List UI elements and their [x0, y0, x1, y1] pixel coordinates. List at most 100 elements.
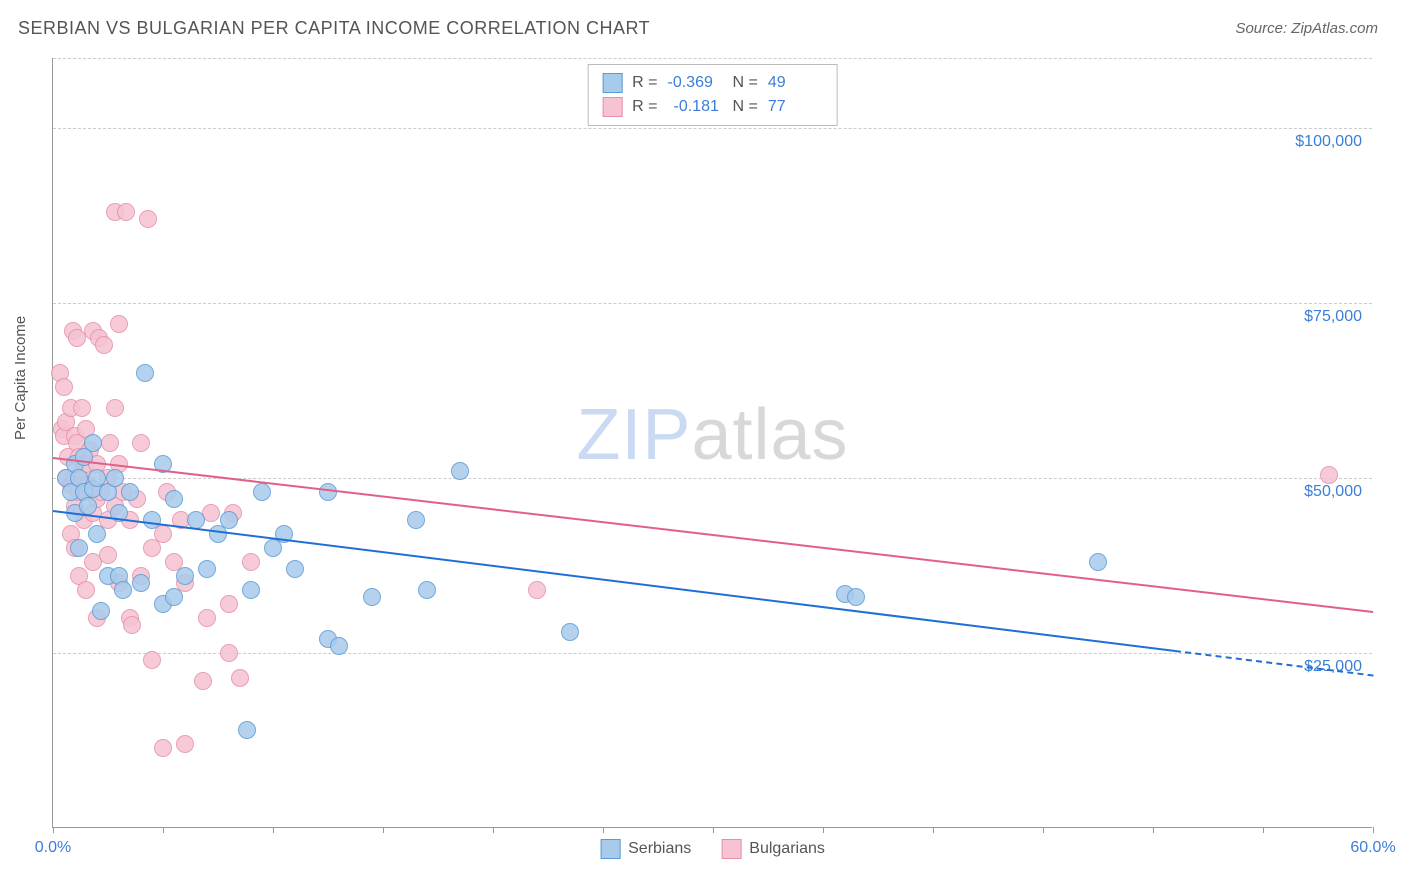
data-point-bulgarians	[106, 399, 124, 417]
data-point-serbians	[319, 483, 337, 501]
y-tick-label: $50,000	[1304, 483, 1362, 501]
stat-row-bulgarians: R = -0.181 N = 77	[602, 95, 823, 119]
data-point-bulgarians	[231, 669, 249, 687]
x-tick	[1373, 827, 1374, 833]
data-point-bulgarians	[154, 739, 172, 757]
r-label: R =	[632, 98, 657, 116]
legend-label-bulgarians: Bulgarians	[749, 840, 825, 858]
data-point-serbians	[561, 623, 579, 641]
data-point-serbians	[165, 588, 183, 606]
r-value-serbians: -0.369	[668, 74, 723, 92]
data-point-serbians	[132, 574, 150, 592]
x-tick	[383, 827, 384, 833]
data-point-bulgarians	[154, 525, 172, 543]
data-point-serbians	[92, 602, 110, 620]
data-point-bulgarians	[202, 504, 220, 522]
data-point-bulgarians	[1320, 466, 1338, 484]
data-point-bulgarians	[95, 336, 113, 354]
x-tick	[1153, 827, 1154, 833]
n-value-serbians: 49	[768, 74, 823, 92]
chart-title: SERBIAN VS BULGARIAN PER CAPITA INCOME C…	[18, 18, 650, 39]
x-tick	[273, 827, 274, 833]
data-point-serbians	[121, 483, 139, 501]
data-point-bulgarians	[117, 203, 135, 221]
data-point-bulgarians	[99, 546, 117, 564]
data-point-bulgarians	[198, 609, 216, 627]
data-point-bulgarians	[77, 581, 95, 599]
n-value-bulgarians: 77	[768, 98, 823, 116]
watermark-zip: ZIP	[576, 394, 691, 474]
series-legend: Serbians Bulgarians	[600, 839, 825, 859]
data-point-bulgarians	[176, 735, 194, 753]
legend-label-serbians: Serbians	[628, 840, 691, 858]
source-attribution: Source: ZipAtlas.com	[1235, 20, 1378, 37]
data-point-bulgarians	[242, 553, 260, 571]
data-point-bulgarians	[143, 651, 161, 669]
data-point-serbians	[84, 434, 102, 452]
data-point-bulgarians	[55, 378, 73, 396]
x-tick-label: 0.0%	[35, 839, 71, 857]
x-tick	[493, 827, 494, 833]
n-label: N =	[733, 98, 758, 116]
data-point-bulgarians	[132, 434, 150, 452]
gridline	[53, 128, 1372, 129]
x-tick	[823, 827, 824, 833]
data-point-serbians	[286, 560, 304, 578]
swatch-serbians	[600, 839, 620, 859]
data-point-bulgarians	[220, 644, 238, 662]
data-point-bulgarians	[101, 434, 119, 452]
data-point-serbians	[165, 490, 183, 508]
swatch-serbians	[602, 73, 622, 93]
data-point-bulgarians	[123, 616, 141, 634]
y-tick-label: $100,000	[1295, 133, 1362, 151]
x-tick	[603, 827, 604, 833]
swatch-bulgarians	[602, 97, 622, 117]
watermark: ZIPatlas	[576, 393, 848, 475]
swatch-bulgarians	[721, 839, 741, 859]
data-point-serbians	[238, 721, 256, 739]
legend-item-bulgarians: Bulgarians	[721, 839, 825, 859]
n-label: N =	[733, 74, 758, 92]
statistics-legend: R = -0.369 N = 49 R = -0.181 N = 77	[587, 64, 838, 126]
data-point-serbians	[70, 539, 88, 557]
x-tick	[933, 827, 934, 833]
trendline-serbians	[53, 510, 1175, 652]
gridline	[53, 303, 1372, 304]
data-point-serbians	[79, 497, 97, 515]
data-point-serbians	[114, 581, 132, 599]
data-point-serbians	[106, 469, 124, 487]
data-point-serbians	[176, 567, 194, 585]
data-point-bulgarians	[110, 315, 128, 333]
y-axis-label: Per Capita Income	[12, 316, 29, 440]
x-tick	[53, 827, 54, 833]
x-tick	[1263, 827, 1264, 833]
data-point-serbians	[451, 462, 469, 480]
scatter-chart: ZIPatlas R = -0.369 N = 49 R = -0.181 N …	[52, 58, 1372, 828]
data-point-serbians	[407, 511, 425, 529]
gridline	[53, 58, 1372, 59]
watermark-atlas: atlas	[691, 394, 848, 474]
x-tick-label: 60.0%	[1350, 839, 1395, 857]
data-point-serbians	[847, 588, 865, 606]
data-point-serbians	[136, 364, 154, 382]
data-point-bulgarians	[139, 210, 157, 228]
x-tick	[1043, 827, 1044, 833]
x-tick	[713, 827, 714, 833]
data-point-serbians	[1089, 553, 1107, 571]
gridline	[53, 653, 1372, 654]
data-point-bulgarians	[528, 581, 546, 599]
data-point-serbians	[143, 511, 161, 529]
data-point-serbians	[88, 525, 106, 543]
data-point-serbians	[363, 588, 381, 606]
data-point-serbians	[220, 511, 238, 529]
stat-row-serbians: R = -0.369 N = 49	[602, 71, 823, 95]
gridline	[53, 478, 1372, 479]
r-label: R =	[632, 74, 657, 92]
data-point-bulgarians	[73, 399, 91, 417]
legend-item-serbians: Serbians	[600, 839, 691, 859]
data-point-serbians	[242, 581, 260, 599]
data-point-serbians	[253, 483, 271, 501]
y-tick-label: $75,000	[1304, 308, 1362, 326]
data-point-bulgarians	[194, 672, 212, 690]
data-point-serbians	[198, 560, 216, 578]
